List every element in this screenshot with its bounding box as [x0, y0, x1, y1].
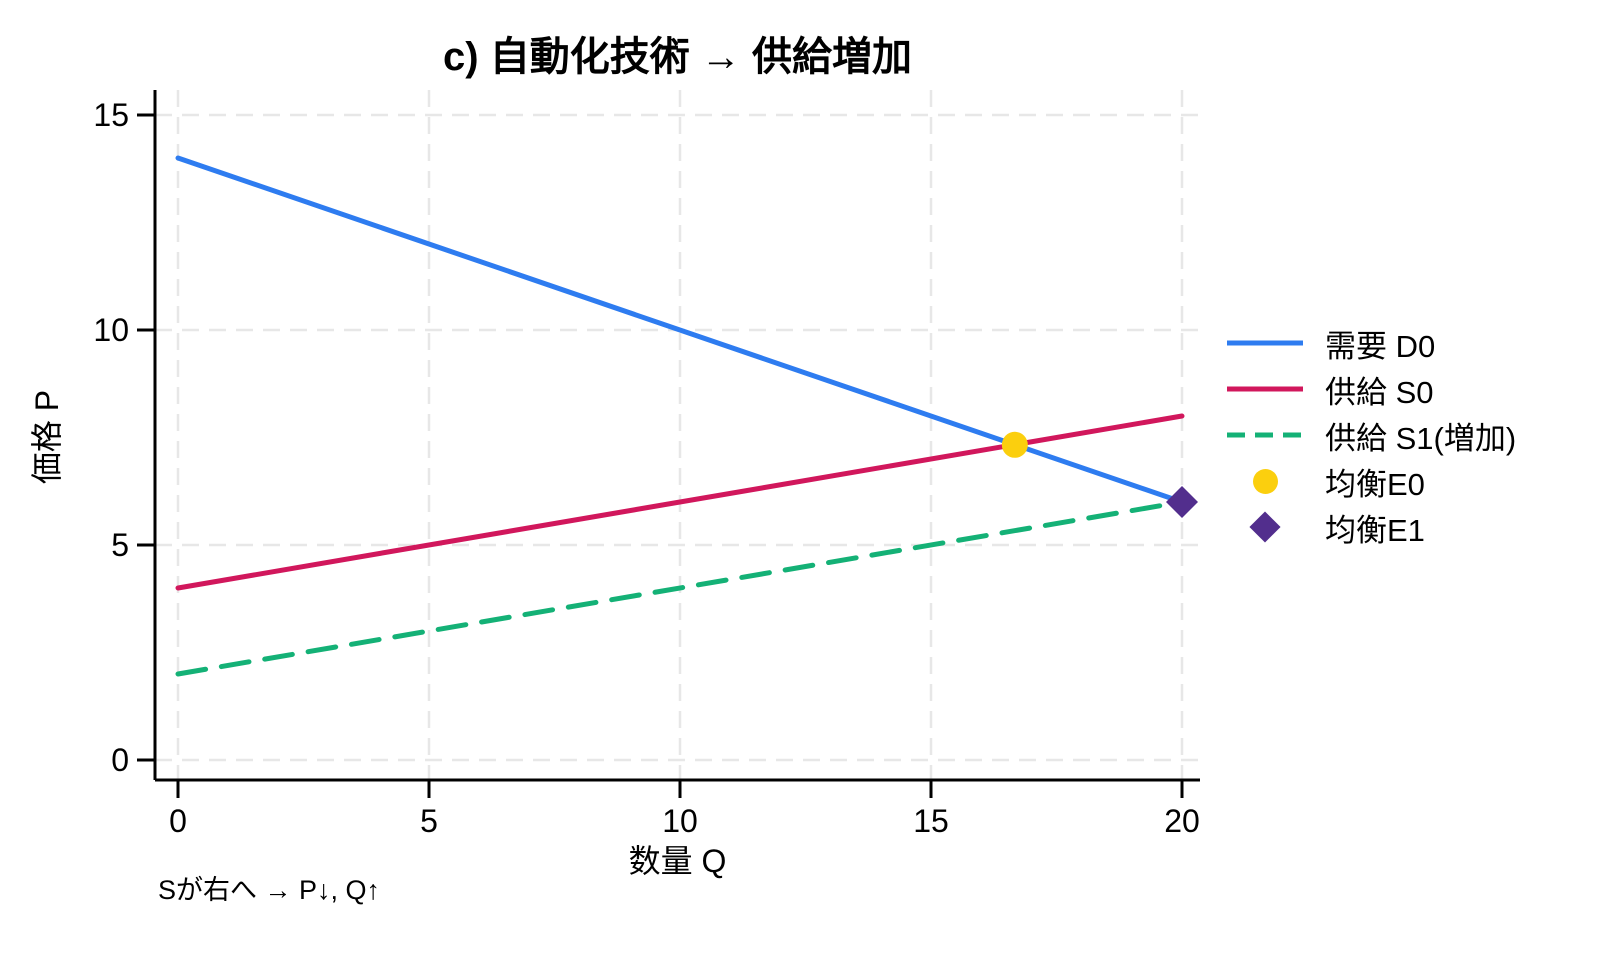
legend-item-equilibrium-e0: 均衡E0	[1227, 458, 1516, 504]
x-tick-label: 20	[1164, 803, 1200, 839]
equilibrium-e0-marker	[1001, 431, 1028, 458]
equilibrium-e0-legend-swatch	[1227, 468, 1303, 494]
y-tick-label: 10	[93, 312, 129, 348]
y-tick-label: 0	[111, 742, 129, 778]
legend-item-supply-s1: 供給 S1(増加)	[1227, 412, 1516, 458]
x-tick-label: 0	[169, 803, 187, 839]
y-axis-label: 価格 P	[29, 389, 65, 485]
annotation-text: Sが右へ → P↓, Q↑	[158, 875, 381, 905]
y-tick-label: 5	[111, 527, 129, 563]
supply-s1-legend-swatch	[1227, 430, 1303, 440]
legend-label: 供給 S0	[1325, 374, 1434, 410]
legend-label: 均衡E0	[1325, 466, 1425, 502]
demand-d0-legend-swatch	[1227, 338, 1303, 348]
supply-s1-line	[175, 499, 1185, 677]
y-tick-label: 15	[93, 97, 129, 133]
legend-item-supply-s0: 供給 S0	[1227, 366, 1516, 412]
x-tick-label: 5	[420, 803, 438, 839]
x-axis-label: 数量 Q	[628, 843, 727, 879]
legend-item-demand-d0: 需要 D0	[1227, 320, 1516, 366]
legend-item-equilibrium-e1: 均衡E1	[1227, 504, 1516, 550]
legend-label: 供給 S1(増加)	[1325, 420, 1517, 456]
legend-label: 需要 D0	[1325, 328, 1436, 364]
legend-label: 均衡E1	[1325, 512, 1425, 548]
legend: 需要 D0 供給 S0 供給 S1(増加) 均衡E0 均衡E1	[1227, 320, 1516, 550]
x-tick-label: 15	[913, 803, 949, 839]
x-tick-label: 10	[662, 803, 698, 839]
equilibrium-e1-marker	[1166, 486, 1198, 518]
supply-s0-legend-swatch	[1227, 384, 1303, 394]
chart-title: c) 自動化技術 → 供給増加	[443, 35, 912, 79]
equilibrium-e1-legend-swatch	[1227, 511, 1303, 543]
